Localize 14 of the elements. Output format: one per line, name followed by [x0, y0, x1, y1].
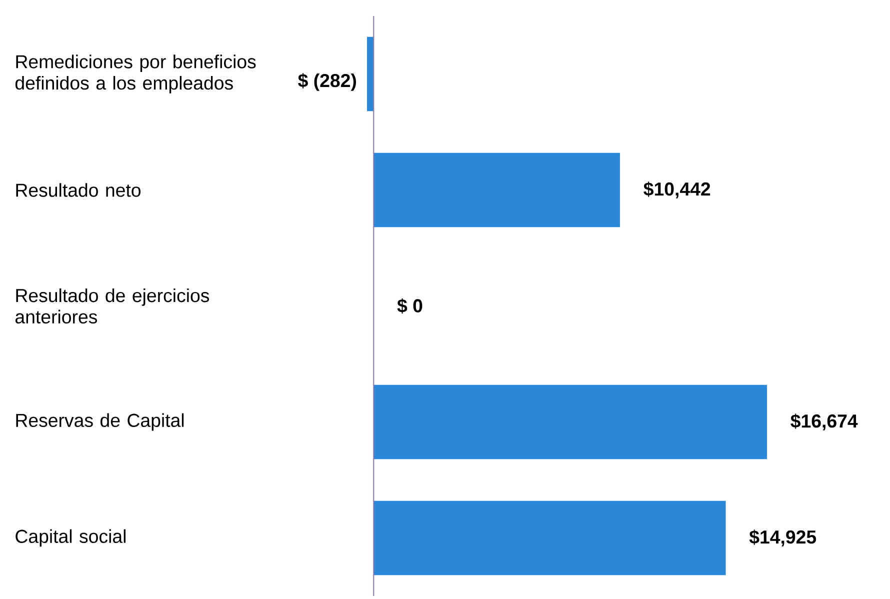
y-tick-label: Resultado de ejercicios anteriores — [16, 288, 210, 324]
y-tick-label: Reservas de Capital — [16, 413, 184, 431]
y-tick-label: Resultado neto — [16, 183, 141, 197]
y-tick-label: Remediciones por beneficios definidos a los empleados — [15, 54, 256, 94]
bar — [374, 152, 620, 228]
data-label: $16,674 — [790, 414, 858, 430]
bar — [374, 500, 726, 576]
bar — [374, 384, 767, 460]
data-label: $ 0 — [397, 298, 422, 314]
data-label: $10,442 — [644, 182, 710, 198]
data-label: $ (282) — [298, 73, 356, 91]
data-label: $14,925 — [749, 530, 816, 546]
y-tick-label: Capital social — [16, 529, 126, 547]
bar — [366, 36, 374, 112]
